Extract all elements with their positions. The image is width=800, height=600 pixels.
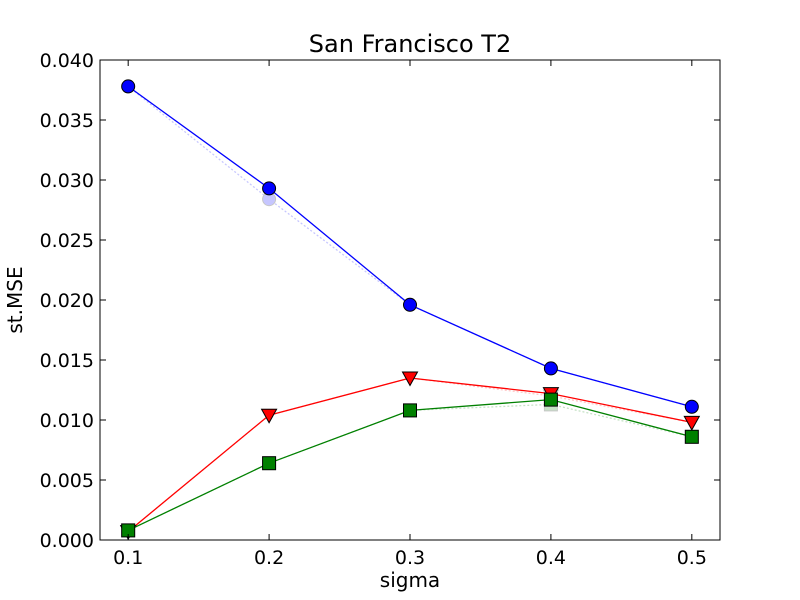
y-axis-title: st.MSE [3, 266, 27, 333]
series-square-faded [121, 397, 699, 538]
series-square [121, 392, 699, 538]
data-point [403, 403, 417, 418]
x-axis-title: sigma [380, 568, 440, 592]
series-triangle-down-faded [119, 371, 701, 541]
series-line [127, 85, 692, 408]
data-point [403, 297, 417, 312]
y-tick-label: 0.005 [40, 470, 94, 492]
x-tick-label: 0.4 [536, 547, 566, 569]
series-line [127, 398, 692, 531]
y-tick-label: 0.040 [40, 50, 94, 72]
y-tick-label: 0.000 [40, 530, 94, 552]
series-circle [121, 79, 699, 414]
data-point [543, 361, 558, 376]
x-tick-label: 0.1 [113, 547, 143, 569]
y-tick-label: 0.020 [40, 290, 94, 312]
data-point [262, 456, 277, 471]
series-triangle-down [119, 371, 701, 541]
series-line [127, 377, 692, 533]
series-line [127, 85, 692, 408]
data-point [683, 415, 701, 431]
x-tick-label: 0.3 [395, 547, 425, 569]
data-point [121, 79, 136, 94]
data-point [262, 181, 277, 196]
y-tick-label: 0.035 [40, 110, 94, 132]
y-axis: 0.000 0.005 0.010 0.015 0.020 0.025 0.030 0.035… [40, 50, 720, 552]
data-point [260, 408, 278, 424]
data-point [684, 399, 699, 414]
data-point [401, 371, 419, 387]
chart-title: San Francisco T2 [309, 30, 511, 58]
y-tick-label: 0.025 [40, 230, 94, 252]
x-tick-label: 0.2 [254, 547, 284, 569]
series-circle-faded [121, 79, 699, 414]
series-line [127, 403, 692, 531]
series-line [127, 377, 692, 533]
data-point [543, 392, 558, 407]
x-tick-label: 0.5 [677, 547, 707, 569]
x-axis: 0.1 0.2 0.3 0.4 0.5 [113, 60, 707, 569]
y-tick-label: 0.010 [40, 410, 94, 432]
plot-marks [119, 79, 701, 541]
y-tick-label: 0.015 [40, 350, 94, 372]
data-point [684, 429, 699, 444]
y-tick-label: 0.030 [40, 170, 94, 192]
